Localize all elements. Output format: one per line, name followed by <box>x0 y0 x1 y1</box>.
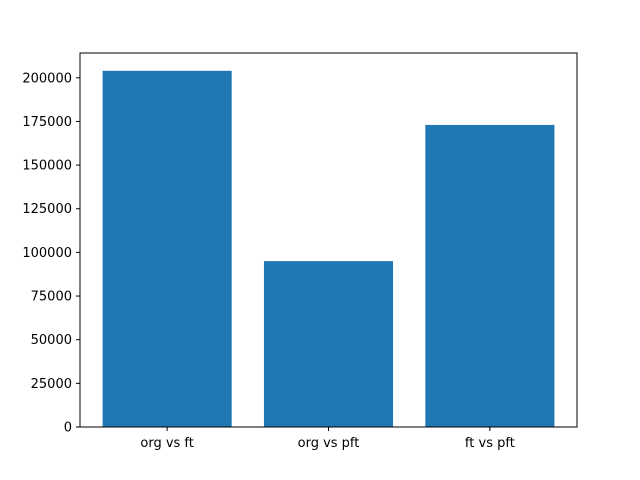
bar-org-vs-pft <box>263 261 394 427</box>
y-tick-label: 200000 <box>22 71 72 86</box>
y-tick-label: 125000 <box>22 202 72 217</box>
bar-ft-vs-pft <box>425 124 555 427</box>
y-tick-label: 0 <box>64 421 72 436</box>
y-tick-label: 50000 <box>31 333 72 348</box>
x-tick-label: org vs pft <box>298 436 360 451</box>
y-tick-label: 175000 <box>22 115 72 130</box>
y-tick-label: 100000 <box>22 246 72 261</box>
y-tick-label: 25000 <box>31 377 72 392</box>
y-tick-label: 150000 <box>22 159 72 174</box>
x-tick-label: ft vs pft <box>465 436 515 451</box>
bar-org-vs-ft <box>102 70 232 428</box>
x-tick-label: org vs ft <box>140 436 194 451</box>
y-tick-label: 75000 <box>31 290 72 305</box>
